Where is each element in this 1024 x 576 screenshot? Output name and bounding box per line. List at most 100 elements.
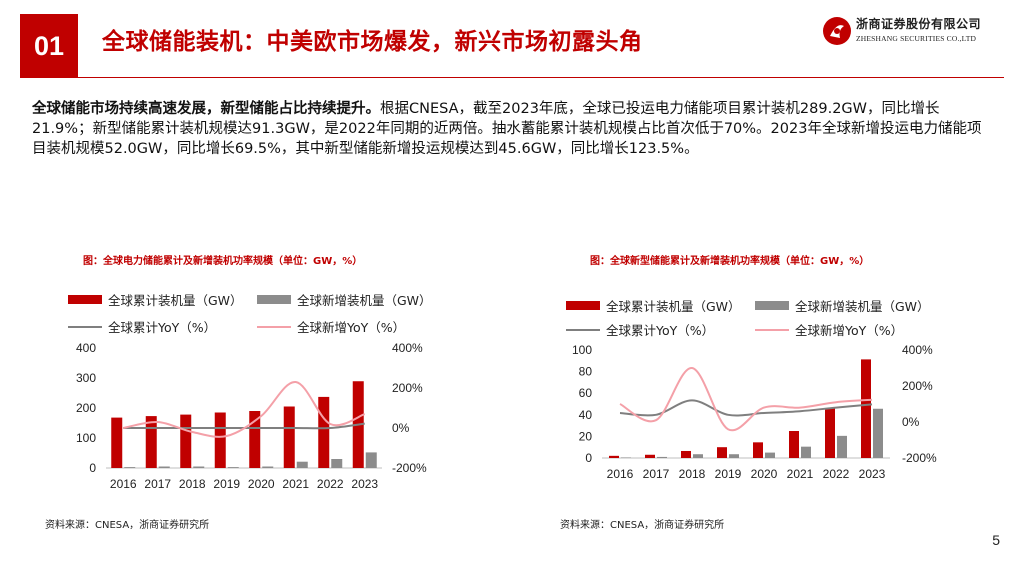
chart1-legend-cum-yoy: 全球累计YoY（%） [68, 317, 216, 336]
y-tick-label: 80 [579, 365, 593, 379]
page-number: 5 [992, 532, 1000, 548]
chart2-legend-new: 全球新增装机量（GW） [755, 296, 930, 315]
chart1-plot: 0 100 200 300 400 -200% 0% 200% 400% 2016 2017 2018… [76, 341, 427, 491]
logo-name-en: ZHESHANG SECURITIES CO.,LTD [856, 34, 977, 43]
y-tick-label: 40 [579, 408, 593, 422]
chart2-legend-cum-yoy: 全球累计YoY（%） [566, 320, 714, 339]
y-tick-label: 100 [572, 343, 592, 357]
x-tick-label: 2019 [213, 477, 240, 491]
bar-cumulative-2019 [214, 412, 226, 468]
x-tick-label: 2016 [110, 477, 137, 491]
chart1-legend-new: 全球新增装机量（GW） [257, 290, 432, 309]
legend-swatch [257, 295, 291, 304]
chart2-source: 资料来源：CNESA，浙商证券研究所 [560, 520, 725, 531]
legend-label: 全球累计YoY（%） [606, 323, 715, 338]
bar-new-2022 [837, 435, 847, 458]
legend-swatch [755, 301, 789, 310]
logo-mark-icon [823, 17, 851, 45]
bar-cumulative-2016 [111, 417, 123, 468]
legend-label: 全球新增装机量（GW） [795, 299, 930, 314]
legend-swatch [566, 328, 600, 331]
bar-cumulative-2019 [717, 447, 727, 458]
legend-label: 全球累计装机量（GW） [108, 293, 243, 308]
x-tick-label: 2017 [144, 477, 171, 491]
bar-cumulative-2020 [753, 442, 763, 458]
y2-tick-label: 200% [902, 379, 933, 393]
bar-cumulative-2017 [145, 416, 157, 468]
bar-cumulative-2022 [318, 396, 330, 468]
legend-swatch [68, 325, 102, 328]
line-new-yoy [619, 367, 873, 432]
chart2-plot: 0 20 40 60 80 100 -200% 0% 200% 400% 2016 2017 2018 2… [572, 343, 937, 481]
section-number: 01 [20, 14, 78, 78]
y2-tick-label: 0% [392, 421, 410, 435]
bar-cumulative-2016 [609, 455, 619, 458]
x-tick-label: 2022 [823, 467, 850, 481]
y2-tick-label: -200% [902, 451, 937, 465]
line-cumulative-yoy [619, 399, 873, 417]
bar-new-2016 [621, 457, 631, 458]
x-tick-label: 2023 [859, 467, 886, 481]
chart2-title: 图：全球新型储能累计及新增装机功率规模（单位：GW，%） [590, 256, 870, 267]
y-tick-label: 0 [89, 461, 96, 475]
page-title: 全球储能装机：中美欧市场爆发，新兴市场初露头角 [102, 29, 643, 55]
chart1-legend-new-yoy: 全球新增YoY（%） [257, 317, 405, 336]
summary-body: 根据CNESA，截至2023年底，全球已投运电力储能项目累计装机289.2GW，… [32, 101, 982, 157]
y-tick-label: 300 [76, 371, 96, 385]
y-tick-label: 100 [76, 431, 96, 445]
bar-new-2017 [657, 456, 667, 458]
legend-swatch [566, 301, 600, 310]
line-new-yoy [123, 381, 366, 438]
chart2-legend-cumulative: 全球累计装机量（GW） [566, 296, 741, 315]
bar-new-2016 [124, 467, 136, 468]
bar-cumulative-2022 [825, 408, 835, 458]
bar-new-2021 [801, 446, 811, 458]
bar-cumulative-2017 [645, 454, 655, 458]
bar-cumulative-2021 [283, 406, 295, 468]
y2-tick-label: 0% [902, 415, 920, 429]
x-tick-label: 2020 [248, 477, 275, 491]
bar-cumulative-2020 [249, 411, 261, 468]
y-tick-label: 0 [585, 451, 592, 465]
x-tick-label: 2020 [751, 467, 778, 481]
bar-new-2021 [296, 461, 308, 468]
x-tick-label: 2016 [607, 467, 634, 481]
bar-new-2019 [227, 467, 239, 468]
company-logo: 浙商证券股份有限公司 ZHESHANG SECURITIES CO.,LTD [820, 14, 1005, 50]
summary-paragraph: 全球储能市场持续高速发展，新型储能占比持续提升。根据CNESA，截至2023年底… [32, 99, 992, 159]
y-tick-label: 400 [76, 341, 96, 355]
chart2-legend-new-yoy: 全球新增YoY（%） [755, 320, 903, 339]
chart1-source: 资料来源：CNESA，浙商证券研究所 [45, 520, 210, 531]
x-tick-label: 2023 [351, 477, 378, 491]
bar-cumulative-2023 [861, 359, 871, 458]
bar-new-2023 [365, 452, 377, 468]
chart1-title: 图：全球电力储能累计及新增装机功率规模（单位：GW，%） [83, 256, 363, 267]
x-tick-label: 2018 [679, 467, 706, 481]
x-tick-label: 2021 [282, 477, 309, 491]
header-divider [20, 77, 1004, 78]
bar-new-2020 [262, 466, 274, 468]
bar-new-2018 [193, 466, 205, 468]
x-tick-label: 2017 [643, 467, 670, 481]
chart1-legend-cumulative: 全球累计装机量（GW） [68, 290, 243, 309]
bar-new-2020 [765, 452, 775, 458]
bar-new-2018 [693, 454, 703, 458]
bar-new-2022 [331, 459, 343, 468]
bar-new-2019 [729, 454, 739, 458]
x-tick-label: 2021 [787, 467, 814, 481]
legend-label: 全球新增YoY（%） [297, 320, 406, 335]
x-tick-label: 2019 [715, 467, 742, 481]
bar-new-2017 [158, 466, 170, 468]
legend-label: 全球累计装机量（GW） [606, 299, 741, 314]
legend-label: 全球新增装机量（GW） [297, 293, 432, 308]
legend-swatch [68, 295, 102, 304]
y2-tick-label: 400% [902, 343, 933, 357]
bar-cumulative-2021 [789, 431, 799, 458]
bar-cumulative-2018 [180, 414, 192, 468]
legend-label: 全球新增YoY（%） [795, 323, 904, 338]
logo-name-cn: 浙商证券股份有限公司 [856, 17, 982, 31]
y-tick-label: 200 [76, 401, 96, 415]
bar-cumulative-2018 [681, 450, 691, 458]
x-tick-label: 2018 [179, 477, 206, 491]
y-tick-label: 60 [579, 386, 593, 400]
